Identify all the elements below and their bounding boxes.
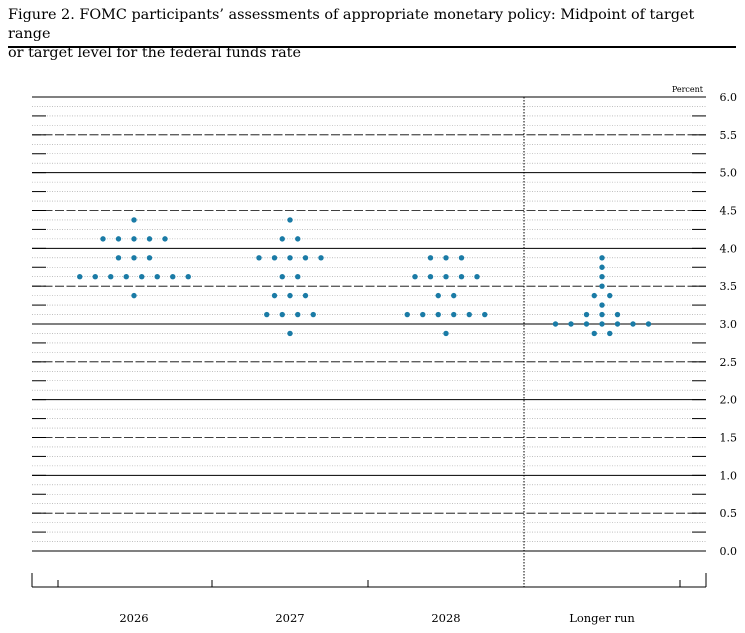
data-dot (131, 236, 137, 242)
data-dot (146, 236, 153, 242)
data-dot (108, 274, 114, 280)
data-dot (271, 255, 278, 261)
data-dot (599, 255, 605, 261)
data-dot (474, 274, 480, 280)
data-dot (295, 236, 301, 242)
data-dot (318, 255, 324, 261)
data-dot (131, 217, 137, 223)
data-dot (451, 292, 457, 299)
data-dot (279, 236, 285, 242)
x-category-label: 2026 (119, 611, 148, 625)
y-tick-label: 3.0 (720, 318, 738, 331)
y-axis-unit-label: Percent (672, 85, 704, 94)
data-dot (451, 311, 457, 318)
data-dot (162, 236, 168, 242)
data-dot (599, 274, 605, 280)
data-dot (170, 274, 176, 280)
data-dot (302, 255, 309, 261)
data-dot (607, 292, 613, 299)
data-dot (295, 274, 301, 280)
y-tick-label: 1.5 (720, 432, 738, 445)
data-dot (100, 236, 106, 242)
data-dot (466, 311, 472, 318)
data-dot (115, 236, 122, 242)
data-dot (630, 321, 636, 327)
data-dot (583, 311, 590, 318)
data-dot (264, 311, 270, 318)
data-dot (599, 302, 605, 308)
y-tick-label: 0.5 (720, 507, 738, 520)
data-dot (412, 274, 418, 280)
data-dot (256, 255, 262, 261)
data-dot (131, 292, 137, 299)
x-category-label: 2027 (275, 611, 304, 625)
y-tick-label: 5.0 (720, 167, 738, 180)
data-dot (443, 255, 449, 261)
chart-axes (31, 96, 707, 588)
data-dot (310, 311, 316, 318)
grid-lines (32, 96, 706, 552)
figure-title-line-2: or target level for the federal funds ra… (8, 45, 301, 61)
data-dot (614, 321, 621, 327)
data-dot (614, 311, 621, 318)
data-dot (131, 255, 137, 261)
y-tick-label: 0.0 (720, 545, 738, 558)
data-dot (77, 274, 83, 280)
data-dot (591, 292, 597, 299)
data-dot (154, 274, 160, 280)
data-dot (123, 274, 129, 280)
data-dot (115, 255, 122, 261)
data-dot (185, 274, 191, 280)
data-dot (482, 311, 488, 318)
data-dot (92, 274, 98, 280)
data-dot (435, 311, 441, 318)
data-dot (404, 311, 410, 318)
data-dot (287, 292, 293, 299)
y-tick-label: 1.0 (720, 469, 738, 482)
data-dot (295, 311, 301, 318)
y-tick-label: 2.5 (720, 356, 738, 369)
data-dot (146, 255, 153, 261)
data-dot (458, 255, 465, 261)
data-dot (583, 321, 590, 327)
data-dot (435, 292, 441, 299)
data-dot (443, 274, 449, 280)
data-dot (287, 255, 293, 261)
x-category-label: 2028 (431, 611, 460, 625)
data-dot (645, 321, 652, 327)
data-dot (591, 330, 597, 337)
data-dot (139, 274, 145, 280)
data-dot (599, 264, 605, 270)
data-dot (607, 330, 613, 337)
data-dot (302, 292, 309, 299)
y-tick-label: 6.0 (720, 91, 738, 104)
data-dot (599, 321, 605, 327)
data-dot (599, 311, 605, 318)
data-dot (279, 311, 285, 318)
data-dot (287, 217, 293, 223)
data-dot (568, 321, 574, 327)
title-divider (8, 46, 736, 48)
data-dot (443, 330, 449, 337)
y-tick-label: 5.5 (720, 129, 738, 142)
data-dot (599, 283, 605, 289)
data-dot (420, 311, 426, 318)
axis-labels: Percent 0.0 0.5 1.0 1.5 2.0 2.5 3.0 3.5 4.0 4.5 5.… (119, 85, 737, 625)
y-tick-label: 4.5 (720, 205, 738, 218)
data-dot (279, 274, 285, 280)
y-tick-label: 2.0 (720, 394, 738, 407)
data-dot (271, 292, 278, 299)
data-dots (77, 217, 652, 337)
y-tick-label: 3.5 (720, 280, 738, 293)
figure-title-line-1: Figure 2. FOMC participants’ assessments… (8, 7, 695, 42)
data-dot (552, 321, 559, 327)
data-dot (287, 330, 293, 337)
data-dot (427, 274, 434, 280)
y-tick-label: 4.0 (720, 242, 738, 255)
data-dot (427, 255, 434, 261)
figure-title: Figure 2. FOMC participants’ assessments… (8, 6, 736, 63)
x-category-label: Longer run (569, 611, 635, 625)
data-dot (458, 274, 465, 280)
